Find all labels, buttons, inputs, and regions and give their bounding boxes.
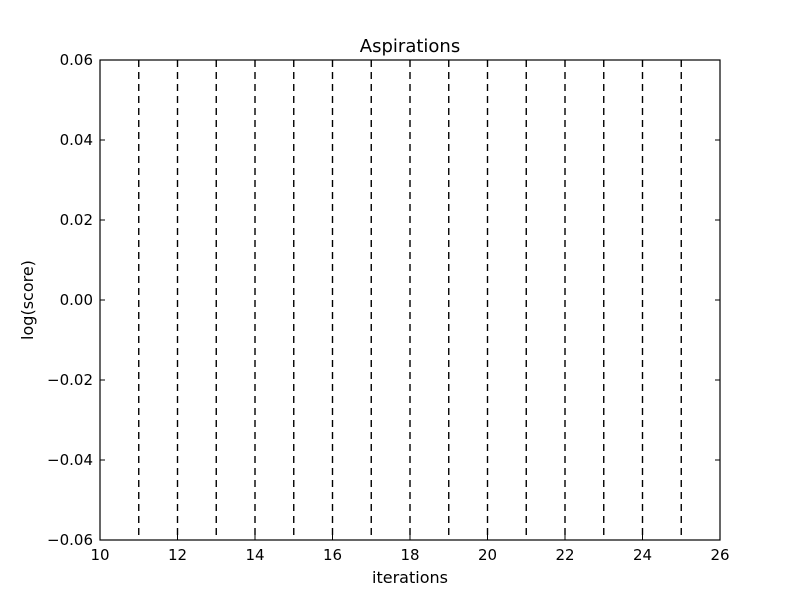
x-tick-label: 26	[710, 546, 729, 564]
y-tick-label: 0.04	[60, 131, 93, 149]
x-tick-label: 12	[168, 546, 187, 564]
y-tick-label: −0.04	[47, 451, 93, 469]
x-tick-label: 24	[633, 546, 652, 564]
x-tick-label: 10	[90, 546, 109, 564]
x-tick-label: 16	[323, 546, 342, 564]
chart-title: Aspirations	[360, 36, 460, 57]
y-tick-label: 0.02	[60, 211, 93, 229]
y-tick-label: 0.00	[60, 291, 93, 309]
ticks-layer: 10 12 14 16 18 20 22 24 26 0.06 0.04 0.02 0.00 −0.02 −…	[47, 51, 730, 564]
x-tick-label: 14	[245, 546, 264, 564]
x-axis-label: iterations	[372, 568, 448, 587]
x-tick-label: 18	[400, 546, 419, 564]
y-tick-label: −0.02	[47, 371, 93, 389]
y-tick-label: −0.06	[47, 531, 93, 549]
y-axis-label: log(score)	[18, 260, 37, 340]
plot-frame	[99, 59, 721, 541]
vlines-layer	[138, 60, 682, 540]
x-tick-label: 20	[478, 546, 497, 564]
y-tick-label: 0.06	[60, 51, 93, 69]
x-tick-label: 22	[555, 546, 574, 564]
